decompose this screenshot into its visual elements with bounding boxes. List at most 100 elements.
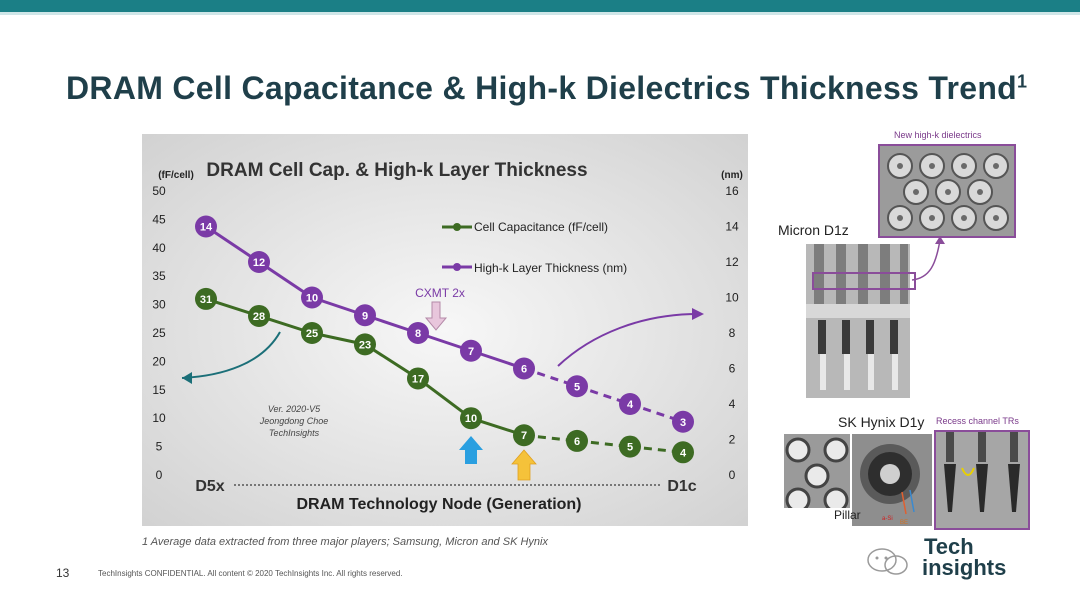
y-right-tick-label: 14: [725, 220, 739, 234]
teal-arrowhead-icon: [182, 372, 192, 384]
company-note: TechInsights: [269, 428, 320, 438]
highk-point: [248, 251, 270, 273]
capacitance-point: [513, 424, 535, 447]
y-left-tick-label: 35: [152, 269, 166, 283]
capacitance-point: [195, 287, 217, 310]
highk-data-label: 10: [306, 293, 318, 305]
y-left-tick-label: 25: [152, 326, 166, 340]
wechat-icon: [867, 548, 908, 575]
capacitance-point: [407, 367, 429, 390]
dual-axis-line-chart: DRAM Cell Cap. & High-k Layer Thickness …: [142, 134, 748, 526]
new-highk-label: New high-k dielectrics: [894, 130, 982, 140]
purple-arrowhead-icon: [692, 308, 704, 320]
top-accent-bar: [0, 0, 1080, 12]
highk-point: [195, 215, 217, 238]
capacitance-point: [301, 322, 323, 344]
capacitance-data-label: 6: [574, 436, 580, 448]
highk-point: [566, 375, 588, 398]
legend-label-highk: High-k Layer Thickness (nm): [474, 261, 627, 275]
pillar-label: Pillar: [834, 508, 861, 522]
y-left-unit: (fF/cell): [158, 170, 194, 181]
highk-point: [354, 304, 376, 327]
pillar-detail-image: a-Si BE: [852, 434, 932, 526]
capacitance-data-label: 17: [412, 373, 424, 385]
micron-link-arrow: [911, 236, 945, 281]
y-right-tick-label: 10: [725, 291, 739, 305]
y-right-unit: (nm): [721, 170, 743, 181]
top-accent-bar-light: [0, 12, 1080, 15]
y-right-tick-label: 4: [729, 397, 736, 411]
highk-data-label: 14: [200, 222, 213, 234]
slide-title: DRAM Cell Capacitance & High-k Dielectri…: [66, 70, 1027, 107]
highk-data-label: 12: [253, 257, 265, 269]
cxmt-arrow-icon: [424, 301, 448, 331]
y-left-tick-label: 5: [156, 440, 163, 454]
chart-panel: DRAM Cell Cap. & High-k Layer Thickness …: [142, 134, 748, 526]
capacitance-data-label: 25: [306, 328, 318, 340]
recess-channel-svg: [936, 432, 1028, 528]
skhynix-label: SK Hynix D1y: [838, 414, 925, 430]
recess-channel-image: [934, 430, 1030, 530]
chart-title: DRAM Cell Cap. & High-k Layer Thickness: [206, 160, 587, 181]
y-left-tick-label: 10: [152, 411, 166, 425]
capacitance-data-label: 31: [200, 294, 212, 306]
capacitance-data-label: 4: [680, 447, 687, 459]
y-left-tick-label: 0: [156, 468, 163, 482]
confidential-notice: TechInsights CONFIDENTIAL. All content ©…: [98, 569, 403, 578]
y-right-tick-label: 16: [725, 184, 739, 198]
pillar-top-view-image: [784, 434, 850, 508]
logo-insights-text: insights: [922, 555, 1007, 580]
micron-cross-section-image: [806, 244, 910, 398]
recess-label: Recess channel TRs: [936, 416, 1019, 426]
pillar-top-view-svg: [784, 434, 850, 508]
y-left-tick-label: 30: [152, 298, 166, 312]
y-right-tick-label: 2: [729, 433, 736, 447]
y-left-tick-label: 20: [152, 354, 166, 368]
teal-trend-arrow: [181, 331, 281, 379]
y-left-tick-label: 40: [152, 241, 166, 255]
capacitance-point: [672, 441, 694, 464]
y-right-tick-label: 6: [729, 362, 736, 376]
capacitance-point: [248, 304, 270, 327]
y-right-tick-label: 8: [729, 326, 736, 340]
be-label: BE: [900, 520, 908, 526]
pillar-detail-svg: a-Si BE: [852, 434, 932, 526]
capacitance-data-label: 28: [253, 311, 265, 323]
author-note: Jeongdong Choe: [259, 416, 329, 426]
orange-up-arrow-icon: [511, 449, 537, 481]
highk-data-label: 9: [362, 310, 368, 322]
micron-cross-section-svg: [806, 244, 910, 398]
highk-data-label: 8: [415, 328, 421, 340]
highk-data-label: 7: [468, 346, 474, 358]
chart-background: [142, 134, 748, 526]
y-left-tick-label: 15: [152, 383, 166, 397]
y-right-tick-label: 0: [729, 468, 736, 482]
slide-title-text: DRAM Cell Capacitance & High-k Dielectri…: [66, 70, 1018, 106]
highk-data-label: 3: [680, 417, 686, 429]
highk-data-label: 4: [627, 399, 634, 411]
highk-point: [513, 357, 535, 380]
asi-label: a-Si: [882, 516, 893, 522]
capacitance-data-label: 5: [627, 442, 633, 454]
x-start-label: D5x: [195, 478, 224, 495]
micron-highlight-box: [812, 272, 916, 290]
highk-data-label: 5: [574, 381, 580, 393]
highk-point: [672, 410, 694, 433]
capacitance-line-segment: [417, 377, 472, 420]
capacitance-point: [460, 407, 482, 430]
y-right-tick-label: 12: [725, 255, 739, 269]
x-axis-label: DRAM Technology Node (Generation): [296, 496, 581, 513]
y-left-tick-label: 50: [152, 184, 166, 198]
micron-label: Micron D1z: [778, 222, 849, 238]
blue-up-arrow-icon: [459, 436, 483, 464]
capacitance-point: [619, 435, 641, 458]
version-note: Ver. 2020-V5: [268, 404, 321, 414]
y-left-tick-label: 45: [152, 212, 166, 226]
capacitance-point: [354, 333, 376, 356]
capacitance-data-label: 10: [465, 413, 477, 425]
highk-point: [460, 339, 482, 362]
legend-label-capacitance: Cell Capacitance (fF/cell): [474, 220, 608, 234]
title-superscript: 1: [1017, 71, 1028, 92]
tem-highk-image-svg: [880, 146, 1014, 236]
page-number: 13: [56, 566, 70, 580]
